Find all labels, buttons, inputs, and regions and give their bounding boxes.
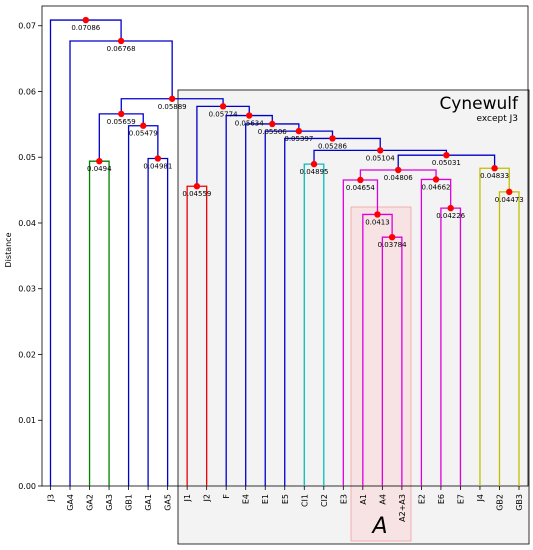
leaf-label-gb1: GB1 [125,494,134,511]
merge-labels: 0.0494 0.04981 0.05479 0.05659 0.04559 0.0489… [71,24,523,249]
link-ga2-ga3 [88,160,110,486]
node-label-a1: 0.0413 [365,218,390,226]
leaf-label-j4: J4 [476,494,485,502]
leaf-label-gb2: GB2 [495,494,504,511]
y-tick-label: 0.07 [18,22,36,31]
leaf-label-a1: A1 [359,494,368,505]
node-gb1 [140,122,147,129]
node-e5 [329,135,336,142]
cynewulf-title: Cynewulf [439,94,519,114]
leaf-label-e7: E7 [456,494,465,504]
node-label-e3: 0.04654 [346,184,375,192]
leaf-label-ga2: GA2 [86,494,95,511]
node-label-j4: 0.04833 [480,172,509,180]
merge-nodes [82,16,513,241]
node-label-cynewulf: 0.05774 [209,110,238,118]
y-tick-label: 0.00 [18,482,36,491]
node-label-gb2-gb3: 0.04473 [495,196,524,204]
leaf-label-e2: E2 [417,494,426,504]
node-ga-cynewulf [168,95,176,102]
leaf-label-ga1: GA1 [144,494,153,511]
leaf-label-j2: J2 [203,494,212,502]
link-root [49,19,122,486]
node-label-j1-j2: 0.04559 [182,190,211,198]
node-gb2-gb3 [506,188,513,196]
node-a4-a23 [388,233,396,241]
link-gb1 [127,125,159,486]
node-ga-all [118,110,125,118]
y-tick-label: 0.06 [18,87,36,96]
node-label-e-j4: 0.05031 [432,159,461,167]
leaf-label-ga4: GA4 [66,494,75,511]
node-root [82,16,89,24]
node-label-root: 0.07086 [71,24,100,32]
leaf-label-ga3: GA3 [105,494,114,511]
node-ga4 [117,37,125,45]
node-f [246,112,253,119]
node-label-e5: 0.05286 [318,142,347,150]
leaf-label-a4: A4 [378,494,387,505]
leaf-label-f: F [222,494,231,499]
y-tick-label: 0.03 [18,285,36,294]
node-label-e1: 0.05397 [284,135,313,143]
node-e-a [395,166,402,174]
leaf-label-e6: E6 [437,494,446,504]
node-label-e6-e7: 0.04226 [436,212,465,220]
y-tick-label: 0.04 [18,219,36,228]
leaf-label-ga5: GA5 [164,494,173,511]
leaf-label-e1: E1 [261,494,270,504]
node-e2 [432,176,440,183]
node-label-ci-e: 0.05104 [366,154,395,162]
leaf-label-j1: J1 [183,494,192,502]
leaf-label-a2-a3: A2+A3 [398,494,407,522]
node-label-a4-a23: 0.03784 [378,241,407,249]
leaf-label-j3: J3 [47,494,56,502]
highlight-box-a [350,206,412,542]
leaf-label-e5: E5 [281,494,290,504]
node-e6-e7 [447,204,454,212]
y-axis: 0.00 0.01 0.02 0.03 0.04 0.05 0.06 0.07 [18,22,42,491]
highlight-label-a: A [370,514,387,539]
y-tick-label: 0.02 [18,350,36,359]
leaf-label-ci2: CI2 [320,494,329,507]
node-label-ga4: 0.06768 [107,45,136,53]
node-label-e2: 0.04662 [422,183,451,191]
node-j4 [491,165,498,172]
node-e-j4 [443,151,450,159]
node-e4 [269,120,276,128]
node-label-ga2-ga3: 0.0494 [87,165,112,173]
node-j1-j2 [193,183,201,190]
node-ci1-ci2 [310,160,318,168]
node-label-e4: 0.05506 [258,128,287,136]
y-tick-label: 0.05 [18,153,36,162]
leaf-label-e3: E3 [339,494,348,504]
node-label-f: 0.05634 [235,120,264,128]
cynewulf-subtitle: except J3 [476,114,518,124]
node-label-e-a: 0.04806 [384,174,413,182]
link-ga1-ga5 [147,157,169,486]
node-cynewulf [219,103,227,110]
node-e3 [357,176,364,184]
node-a1 [374,211,381,218]
node-label-ga-cynewulf: 0.05889 [158,103,187,111]
node-label-ga1-ga5: 0.04981 [143,162,172,170]
node-ga1-ga5 [154,155,162,162]
node-ci-e [377,147,384,154]
node-label-ga-all: 0.05659 [107,118,136,126]
node-ga2-ga3 [96,157,103,165]
leaf-label-e4: E4 [242,494,251,504]
node-label-gb1: 0.05479 [129,130,158,138]
y-tick-label: 0.01 [18,416,36,425]
y-axis-title: Distance [4,232,13,267]
node-label-ci1-ci2: 0.04895 [300,168,329,176]
node-e1 [295,127,303,135]
leaf-label-gb3: GB3 [515,494,524,511]
leaf-labels: J3 GA4 GA2 GA3 GB1 GA1 GA5 J1 J2 F E4 E1 E5 CI1 CI2 E3 A… [47,486,524,522]
leaf-label-ci1: CI1 [300,494,309,507]
